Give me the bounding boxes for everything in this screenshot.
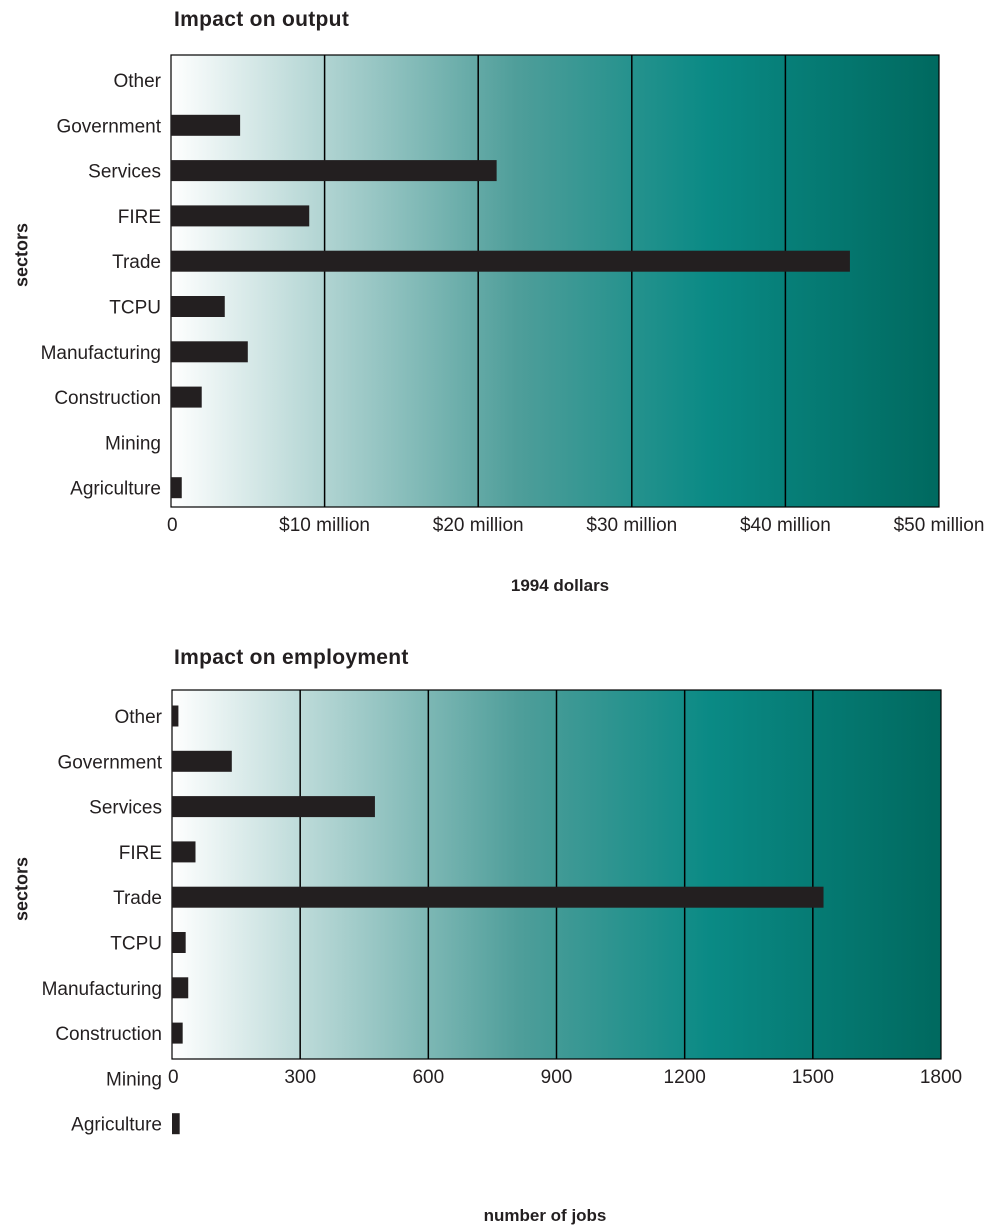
- x-tick-label: $10 million: [279, 515, 370, 536]
- x-axis-title: number of jobs: [483, 1206, 607, 1225]
- category-label: Manufacturing: [41, 343, 161, 364]
- x-tick-label: 0: [168, 1067, 179, 1088]
- x-tick-label: 300: [284, 1067, 316, 1088]
- bar-manufacturing: [172, 977, 189, 999]
- category-label: Agriculture: [71, 1115, 162, 1136]
- x-axis-title: 1994 dollars: [510, 576, 610, 595]
- bar-government: [172, 750, 232, 772]
- bar-services: [172, 796, 375, 818]
- bar-fire: [171, 205, 310, 227]
- output-chart: Impact on output sectors Other Government…: [0, 0, 996, 610]
- category-label: Other: [113, 71, 161, 92]
- category-label: Services: [89, 798, 162, 819]
- chart-title: Impact on employment: [174, 646, 409, 669]
- category-label: Trade: [113, 888, 162, 909]
- x-tick-label: 0: [167, 515, 178, 536]
- x-tick-label: $30 million: [586, 515, 677, 536]
- plot-frame: [171, 689, 942, 1060]
- bar-tcpu: [171, 296, 225, 317]
- bar-government: [171, 114, 241, 136]
- bar-trade: [171, 250, 850, 272]
- category-label: TCPU: [110, 934, 162, 955]
- bar-construction: [171, 386, 202, 408]
- category-label: Services: [88, 162, 161, 183]
- bar-services: [171, 160, 497, 182]
- plot-area: Other Government Services FIRE Trade TCPU Manu…: [42, 689, 962, 1136]
- category-label: Other: [114, 707, 162, 728]
- x-tick-label: $40 million: [740, 515, 831, 536]
- x-tick-label: $50 million: [894, 515, 985, 536]
- category-label: Mining: [106, 1069, 162, 1090]
- category-label: Trade: [112, 252, 161, 273]
- employment-chart: Impact on employment sectors Other Govern…: [0, 640, 996, 1232]
- x-tick-label: 900: [541, 1067, 573, 1088]
- plot-area: Other Government Services FIRE Trade TCPU Manu…: [41, 54, 985, 536]
- category-label: Construction: [55, 1024, 162, 1045]
- plot-frame: [170, 54, 940, 508]
- bar-manufacturing: [171, 341, 248, 363]
- bar-trade: [172, 886, 824, 908]
- chart-title: Impact on output: [174, 8, 350, 31]
- x-tick-label: $20 million: [433, 515, 524, 536]
- category-label: Government: [56, 116, 161, 137]
- category-label: Manufacturing: [42, 979, 162, 1000]
- bar-tcpu: [172, 932, 186, 953]
- plot-background: [171, 55, 939, 507]
- bar-fire: [172, 841, 196, 863]
- category-label: Construction: [54, 388, 161, 409]
- x-tick-label: 1500: [792, 1067, 834, 1088]
- x-tick-label: 1800: [920, 1067, 962, 1088]
- category-label: Agriculture: [70, 479, 161, 500]
- category-label: FIRE: [118, 207, 161, 228]
- bar-other: [172, 705, 179, 727]
- category-label: Government: [57, 752, 162, 773]
- bar-agriculture: [172, 1113, 180, 1135]
- category-label: FIRE: [119, 843, 162, 864]
- bar-construction: [172, 1022, 183, 1044]
- category-label: Mining: [105, 433, 161, 454]
- x-tick-label: 600: [412, 1067, 444, 1088]
- x-tick-label: 1200: [664, 1067, 706, 1088]
- bar-agriculture: [171, 477, 182, 499]
- category-label: TCPU: [109, 298, 161, 319]
